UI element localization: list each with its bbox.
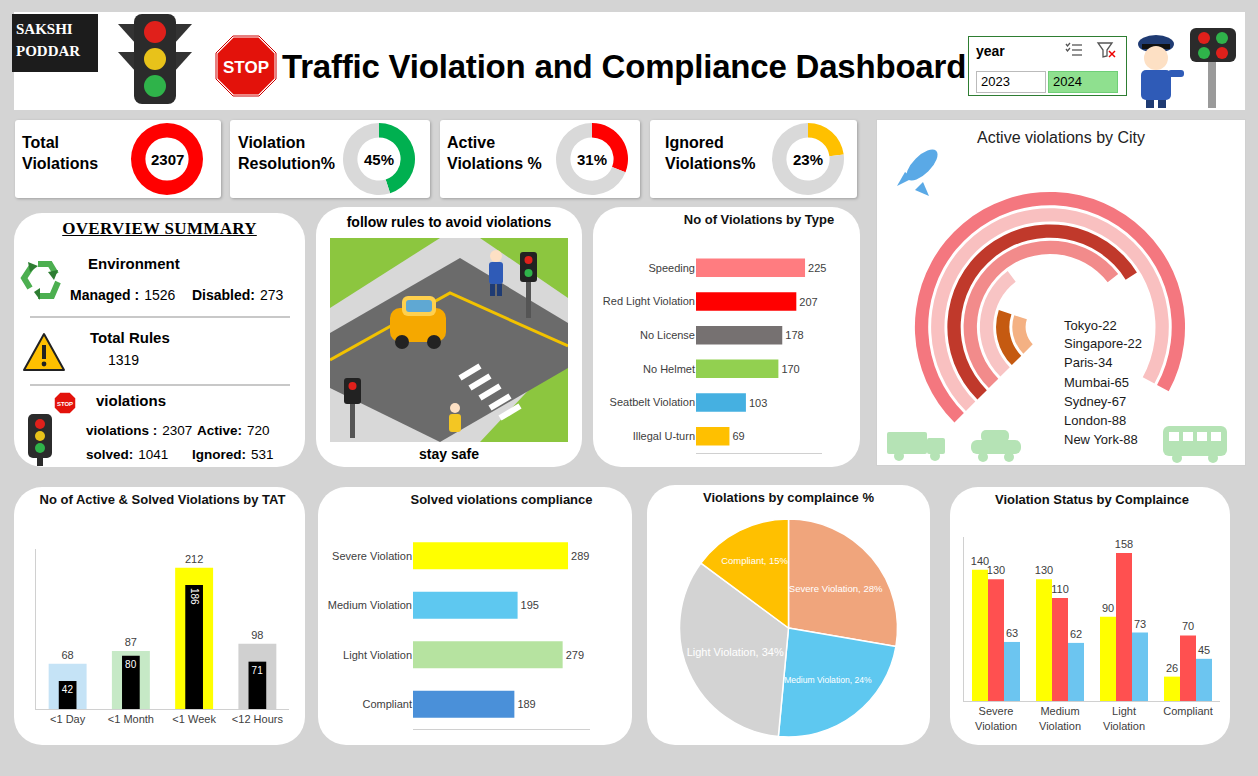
svg-text:Active violations by City: Active violations by City — [977, 129, 1145, 146]
svg-text:SevereViolation: SevereViolation — [975, 705, 1017, 731]
svg-text:<1 Day: <1 Day — [50, 713, 86, 725]
svg-text:45: 45 — [1198, 644, 1210, 656]
svg-text:No Helmet: No Helmet — [643, 363, 695, 375]
svg-text:186: 186 — [189, 588, 200, 605]
svg-text:Sydney-67: Sydney-67 — [1064, 394, 1126, 409]
svg-text:279: 279 — [566, 649, 584, 661]
svg-text:130: 130 — [1035, 564, 1053, 576]
svg-text:LightViolation: LightViolation — [1103, 705, 1145, 731]
html-text:2024: 2024 — [1053, 74, 1082, 89]
svg-text:289: 289 — [571, 550, 589, 562]
svg-text:Speeding: Speeding — [649, 262, 696, 274]
svg-text:71: 71 — [252, 665, 264, 676]
svg-text:212: 212 — [185, 553, 203, 565]
svg-text:New York-88: New York-88 — [1064, 432, 1138, 447]
svg-text:STOP: STOP — [57, 401, 73, 407]
svg-text:Singapore-22: Singapore-22 — [1064, 336, 1142, 351]
svg-text:31%: 31% — [577, 151, 607, 168]
svg-text:170: 170 — [781, 363, 799, 375]
svg-text:80: 80 — [125, 659, 137, 670]
html-text:Environment: Environment — [88, 255, 180, 272]
html-text:Disabled: 273: Disabled: 273 — [192, 287, 284, 303]
html-text:solved: 1041: solved: 1041 — [86, 447, 169, 462]
svg-text:90: 90 — [1102, 602, 1114, 614]
svg-text:Paris-34: Paris-34 — [1064, 355, 1112, 370]
svg-text:Light Violation: Light Violation — [343, 649, 412, 661]
html-text:follow rules to avoid violatio: follow rules to avoid violations — [346, 214, 552, 230]
svg-text:No of Active & Solved Violatio: No of Active & Solved Violations by TAT — [40, 492, 286, 507]
svg-text:63: 63 — [1006, 627, 1018, 639]
svg-text:STOP: STOP — [223, 58, 269, 77]
svg-text:No of Violations by Type: No of Violations by Type — [684, 212, 834, 227]
svg-text:No License: No License — [640, 329, 695, 341]
svg-text:87: 87 — [125, 636, 137, 648]
svg-text:<1 Week: <1 Week — [172, 713, 216, 725]
svg-text:68: 68 — [62, 649, 74, 661]
html-text:Managed : 1526: Managed : 1526 — [70, 287, 176, 303]
html-text:OVERVIEW SUMMARY: OVERVIEW SUMMARY — [62, 219, 257, 238]
svg-text:26: 26 — [1166, 662, 1178, 674]
svg-text:130: 130 — [987, 564, 1005, 576]
svg-text:Medium Violation, 24%: Medium Violation, 24% — [784, 675, 872, 685]
svg-text:103: 103 — [749, 397, 767, 409]
svg-text:225: 225 — [808, 262, 826, 274]
svg-text:110: 110 — [1051, 583, 1069, 595]
svg-text:Violations by complaince %: Violations by complaince % — [703, 490, 874, 505]
svg-text:195: 195 — [521, 599, 539, 611]
svg-text:178: 178 — [785, 329, 803, 341]
svg-text:45%: 45% — [364, 151, 394, 168]
svg-text:69: 69 — [732, 430, 744, 442]
html-text:Violation Resolution%: Violation Resolution% — [238, 134, 335, 172]
html-text:Ignored Violations%: Ignored Violations% — [665, 134, 756, 172]
svg-text:23%: 23% — [793, 151, 823, 168]
svg-text:Compliant: Compliant — [362, 698, 412, 710]
svg-text:Violation Status by Complaince: Violation Status by Complaince — [995, 492, 1189, 507]
svg-text:Mumbai-65: Mumbai-65 — [1064, 375, 1129, 390]
svg-text:Severe Violation, 28%: Severe Violation, 28% — [789, 583, 883, 594]
svg-text:207: 207 — [799, 296, 817, 308]
html-text:Traffic Violation and Complian: Traffic Violation and Compliance Dashboa… — [282, 48, 967, 85]
html-text:violations : 2307 Active: 720: violations : 2307 Active: 720 — [86, 423, 270, 438]
svg-text:Compliant, 15%: Compliant, 15% — [721, 555, 788, 566]
svg-text:98: 98 — [251, 629, 263, 641]
svg-text:Illegal U-turn: Illegal U-turn — [633, 430, 695, 442]
svg-text:70: 70 — [1182, 620, 1194, 632]
svg-text:42: 42 — [62, 684, 74, 695]
svg-text:189: 189 — [517, 698, 535, 710]
svg-text:2307: 2307 — [151, 151, 184, 168]
svg-text:Seatbelt Violation: Seatbelt Violation — [610, 396, 695, 408]
svg-text:Red Light Violation: Red Light Violation — [603, 295, 695, 307]
svg-text:<1 Month: <1 Month — [108, 713, 154, 725]
svg-text:<12 Hours: <12 Hours — [232, 713, 284, 725]
html-text:SAKSHI PODDAR: SAKSHI PODDAR — [16, 21, 81, 59]
svg-text:158: 158 — [1115, 538, 1133, 550]
svg-text:62: 62 — [1070, 628, 1082, 640]
html-text:Active Violations %: Active Violations % — [447, 134, 542, 172]
svg-text:140: 140 — [971, 555, 989, 567]
svg-text:Severe Violation: Severe Violation — [332, 550, 412, 562]
html-text:year: year — [976, 43, 1005, 59]
html-text:violations: violations — [96, 392, 166, 409]
html-text:Total Violations: Total Violations — [22, 134, 99, 172]
svg-text:Tokyo-22: Tokyo-22 — [1064, 318, 1117, 333]
svg-text:MediumViolation: MediumViolation — [1039, 705, 1081, 731]
html-text:stay safe: stay safe — [419, 446, 479, 462]
html-text:1319: 1319 — [108, 352, 140, 368]
svg-text:Light Violation, 34%: Light Violation, 34% — [687, 646, 784, 658]
html-text:2023: 2023 — [981, 74, 1010, 89]
html-text:Total Rules: Total Rules — [90, 329, 170, 346]
svg-text:Solved violations compliance: Solved violations compliance — [410, 492, 592, 507]
html-text:Ignored: 531: Ignored: 531 — [192, 447, 274, 462]
svg-text:Compliant: Compliant — [1163, 705, 1213, 717]
svg-text:Medium Violation: Medium Violation — [328, 599, 412, 611]
svg-text:73: 73 — [1134, 618, 1146, 630]
svg-text:London-88: London-88 — [1064, 413, 1126, 428]
